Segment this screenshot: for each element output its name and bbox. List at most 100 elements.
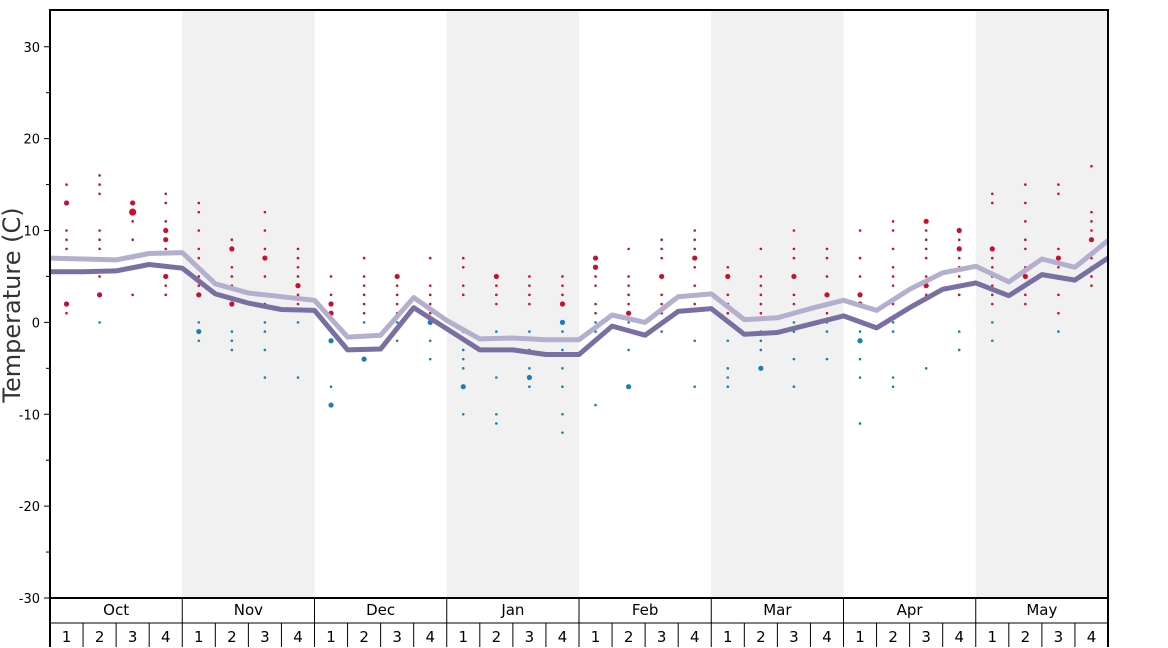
warm-dot (428, 293, 432, 297)
warm-dot (1024, 302, 1027, 306)
cold-dot (891, 321, 895, 324)
warm-dot (98, 192, 101, 196)
warm-dot (63, 301, 70, 307)
week-label: 1 (723, 628, 733, 646)
warm-dot (659, 273, 665, 280)
warm-dot (362, 311, 366, 315)
warm-dot (858, 229, 862, 232)
warm-dot (230, 238, 234, 241)
warm-dot (825, 256, 829, 260)
warm-dot (395, 302, 399, 306)
warm-dot (825, 275, 829, 278)
cold-dot (528, 330, 531, 333)
warm-dot (164, 247, 168, 251)
cold-dot (726, 385, 730, 388)
warm-dot (1024, 247, 1027, 251)
warm-dot (1090, 275, 1093, 278)
cold-dot (625, 384, 632, 390)
warm-dot (660, 293, 663, 297)
cold-dot (594, 321, 597, 324)
warm-dot (857, 292, 863, 298)
warm-dot (792, 293, 796, 297)
warm-dot (428, 302, 432, 306)
cold-dot (858, 376, 862, 379)
warm-dot (63, 200, 70, 206)
cold-dot (627, 348, 630, 352)
warm-dot (65, 238, 68, 241)
week-label: 2 (888, 628, 898, 646)
warm-dot (96, 292, 103, 298)
week-label: 3 (789, 628, 799, 646)
month-shade-band (446, 10, 579, 598)
cold-dot (230, 330, 234, 333)
cold-dot (825, 330, 829, 333)
month-label: Feb (632, 601, 659, 619)
warm-dot (197, 201, 201, 205)
lower-line (50, 256, 1110, 357)
warm-dot (197, 210, 201, 214)
cold-dot (891, 376, 895, 379)
warm-dot (428, 284, 432, 287)
warm-dot (65, 183, 68, 186)
warm-dot (131, 238, 134, 241)
cold-dot (296, 376, 300, 379)
warm-dot (594, 275, 597, 278)
cold-dot (858, 330, 862, 333)
cold-dot (924, 367, 928, 370)
warm-dot (362, 256, 366, 260)
warm-dot (594, 284, 597, 287)
warm-dot (1024, 220, 1027, 223)
warm-dot (362, 284, 366, 287)
cold-dot (858, 422, 862, 425)
warm-dot (1055, 255, 1062, 261)
y-axis: 30 20 10 0 -10 -20 -30 (19, 41, 50, 607)
warm-dot (65, 229, 68, 232)
warm-dot (495, 302, 498, 306)
warm-dot (726, 311, 730, 315)
cold-dot (594, 403, 597, 407)
warm-dot (924, 229, 928, 232)
warm-dot (891, 247, 895, 251)
cold-dot (792, 385, 796, 388)
cold-dot (726, 376, 730, 379)
x-axis-table: Oct 1 2 3 4 Nov 1 2 3 4 Dec 1 2 3 4 Jan 1 2 3 4 Feb 1 2 3 4 Mar 1 2… (49, 598, 1109, 647)
warm-dot (296, 293, 300, 297)
cold-dot (825, 357, 829, 361)
warm-dot (559, 301, 566, 307)
warm-dot (528, 284, 531, 287)
cold-dot (230, 348, 234, 352)
cold-dot (329, 385, 333, 388)
warm-dot (1057, 311, 1060, 315)
warm-dot (957, 256, 961, 260)
warm-dot (230, 265, 234, 269)
week-label: 1 (855, 628, 865, 646)
week-label: 1 (62, 628, 72, 646)
warm-dot (129, 208, 137, 216)
warm-dot (693, 302, 697, 306)
warm-dot (792, 256, 796, 260)
warm-dot (1024, 183, 1027, 186)
warm-dot (1090, 284, 1093, 287)
warm-dot (296, 275, 300, 278)
cold-dot (726, 339, 730, 343)
warm-dot (990, 201, 994, 205)
cold-dot (990, 321, 994, 324)
warm-dot (296, 247, 300, 251)
warm-dot (957, 238, 961, 241)
warm-dot (990, 265, 994, 269)
warm-dot (1024, 238, 1027, 241)
warm-dot (759, 302, 763, 306)
warm-dot (792, 229, 796, 232)
warm-dot (726, 265, 730, 269)
week-label: 2 (359, 628, 369, 646)
week-label: 1 (194, 628, 204, 646)
week-label: 3 (392, 628, 402, 646)
week-label: 3 (657, 628, 667, 646)
warm-dot (592, 264, 599, 270)
warm-dot (65, 311, 68, 315)
warm-dot (858, 256, 862, 260)
week-label: 3 (525, 628, 535, 646)
warm-dot (461, 293, 465, 297)
warm-dot (98, 183, 101, 186)
cold-dot (526, 374, 533, 381)
